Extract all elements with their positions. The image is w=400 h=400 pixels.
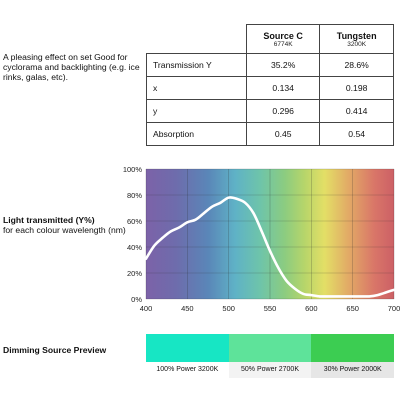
y-tick-label: 60% — [127, 217, 142, 226]
x-tick-label: 450 — [181, 304, 194, 313]
transmission-chart: 0% 20% 40% 60% 80% 100% 400 450 500 550 600 650 700 — [123, 165, 400, 313]
data-point — [178, 226, 180, 229]
data-point — [335, 295, 337, 297]
data-point — [319, 295, 321, 297]
data-point — [170, 230, 172, 232]
x-tick-label: 550 — [264, 304, 277, 313]
chart-caption: Light transmitted (Y%) for each colour w… — [3, 215, 133, 235]
y-tick-label: 0% — [131, 295, 142, 304]
table-cell: 28.6% — [319, 53, 394, 77]
dimming-swatches — [146, 334, 395, 362]
table-header-row: Source C 6774K Tungsten 3200K — [146, 24, 394, 54]
data-point — [219, 202, 221, 204]
table-cell: 0.45 — [246, 122, 321, 146]
y-tick-label: 100% — [123, 165, 143, 174]
x-tick-label: 650 — [346, 304, 359, 313]
data-point — [277, 267, 279, 269]
table-cell: 0.414 — [319, 99, 394, 123]
y-tick-label: 20% — [127, 269, 142, 278]
data-point — [310, 294, 312, 296]
data-point — [228, 197, 230, 199]
data-point — [186, 221, 188, 223]
data-point — [203, 212, 205, 214]
table-row: Transmission Y 35.2% 28.6% — [145, 53, 394, 77]
data-point — [145, 258, 147, 260]
dimming-swatch — [146, 334, 229, 362]
dimming-label: 100% Power 3200K — [146, 362, 229, 378]
row-label: x — [145, 76, 248, 100]
dimming-swatch — [311, 334, 395, 362]
source-temp: 3200K — [347, 40, 367, 48]
data-point — [302, 293, 304, 295]
data-points — [145, 197, 395, 297]
dimming-label: 30% Power 2000K — [311, 362, 395, 378]
table-row: x 0.134 0.198 — [145, 76, 394, 100]
tungsten-header: Tungsten 3200K — [319, 24, 394, 54]
data-point — [236, 198, 238, 200]
table-cell: 0.134 — [246, 76, 321, 100]
dimming-title: Dimming Source Preview — [3, 345, 107, 355]
x-tick-label: 500 — [222, 304, 235, 313]
data-point — [153, 245, 155, 247]
data-point — [244, 202, 246, 204]
table-row: Absorption 0.45 0.54 — [145, 122, 394, 146]
x-tick-label: 700 — [388, 304, 400, 313]
chart-grid — [145, 168, 395, 300]
y-axis: 0% 20% 40% 60% 80% 100% — [123, 165, 143, 304]
data-point — [385, 291, 387, 294]
data-point — [195, 219, 197, 221]
x-tick-label: 600 — [305, 304, 318, 313]
spectrum-background — [146, 169, 394, 299]
data-point — [211, 206, 213, 208]
data-point — [261, 230, 263, 232]
table-cell: 35.2% — [246, 53, 321, 77]
chart-caption-title: Light transmitted (Y%) — [3, 215, 95, 225]
source-name: Source C — [263, 30, 303, 41]
filter-description: A pleasing effect on set Good for cyclor… — [3, 52, 140, 82]
table-cell: 0.296 — [246, 99, 321, 123]
data-point — [352, 295, 354, 297]
dimming-swatch — [228, 334, 312, 362]
table-cell: 0.54 — [319, 122, 394, 146]
row-label: Transmission Y — [145, 53, 248, 77]
data-point — [343, 295, 345, 297]
data-point — [393, 289, 395, 291]
source-name: Tungsten — [336, 30, 377, 41]
spec-table: Source C 6774K Tungsten 3200K Transmissi… — [145, 24, 394, 146]
table-cell: 0.198 — [319, 76, 394, 100]
x-axis: 400 450 500 550 600 650 700 — [140, 304, 400, 313]
y-tick-label: 40% — [127, 243, 142, 252]
data-point — [360, 295, 362, 297]
data-point — [376, 294, 379, 296]
table-corner — [146, 24, 248, 54]
y-tick-label: 80% — [127, 191, 142, 200]
data-point — [252, 212, 255, 214]
x-tick-label: 400 — [140, 304, 153, 313]
chart-caption-text: for each colour wavelength (nm) — [3, 225, 126, 235]
data-point — [294, 288, 296, 290]
data-point — [368, 295, 370, 297]
source-temp: 6774K — [273, 40, 293, 48]
row-label: Absorption — [145, 122, 248, 146]
data-point — [269, 250, 271, 252]
table-row: y 0.296 0.414 — [145, 99, 394, 123]
data-point — [161, 237, 164, 239]
data-point — [327, 295, 329, 297]
source-c-header: Source C 6774K — [246, 24, 321, 54]
dimming-labels: 100% Power 3200K 50% Power 2700K 30% Pow… — [146, 362, 395, 378]
dimming-label: 50% Power 2700K — [228, 362, 312, 378]
row-label: y — [145, 99, 248, 123]
data-point — [285, 280, 288, 282]
